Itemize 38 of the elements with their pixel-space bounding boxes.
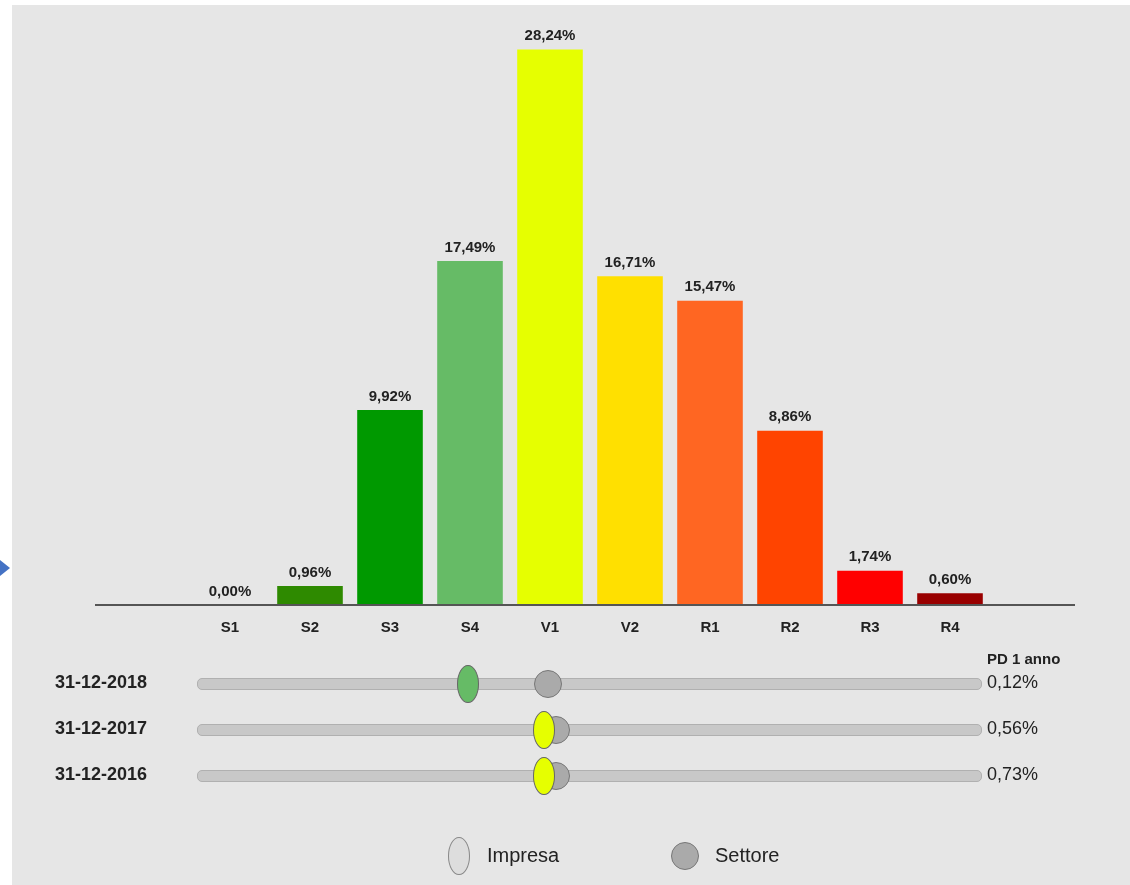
x-tick-label: V2 (620, 618, 640, 636)
x-tick-label: R1 (700, 618, 720, 636)
text: 0,73% (987, 764, 1039, 785)
text: PD 1 anno (987, 650, 1061, 667)
bar (917, 593, 983, 605)
x-tick-label: S2 (300, 618, 320, 636)
text: 31-12-2018 (55, 672, 148, 693)
bar (597, 276, 663, 605)
data-label: 8,86% (768, 407, 812, 425)
bar (837, 570, 903, 605)
bar (437, 261, 503, 605)
x-tick-label: S3 (380, 618, 400, 636)
x-tick-label: S4 (460, 618, 480, 636)
x-tick-label: R3 (860, 618, 880, 636)
text: 0,56% (987, 718, 1039, 739)
data-label: 0,60% (928, 569, 972, 587)
x-tick-label: R2 (780, 618, 800, 636)
data-label: 1,74% (848, 547, 892, 565)
data-label: 16,71% (604, 253, 656, 271)
text: 31-12-2016 (55, 764, 148, 785)
bar (517, 49, 583, 605)
x-tick-label: S1 (220, 618, 240, 636)
data-label: 0,96% (288, 562, 332, 580)
bar (357, 409, 423, 605)
bar (677, 300, 743, 605)
data-label: 17,49% (444, 237, 496, 255)
text: Settore (715, 844, 780, 867)
bar (757, 430, 823, 605)
text: 31-12-2017 (55, 718, 148, 739)
data-label: 15,47% (684, 277, 736, 295)
text: Impresa (487, 844, 560, 867)
bar (277, 586, 343, 605)
data-label: 28,24% (524, 26, 576, 44)
data-label: 9,92% (368, 386, 412, 404)
data-label: 0,00% (208, 581, 252, 599)
x-tick-label: V1 (540, 618, 560, 636)
text: 0,12% (987, 672, 1039, 693)
x-tick-label: R4 (940, 618, 961, 636)
